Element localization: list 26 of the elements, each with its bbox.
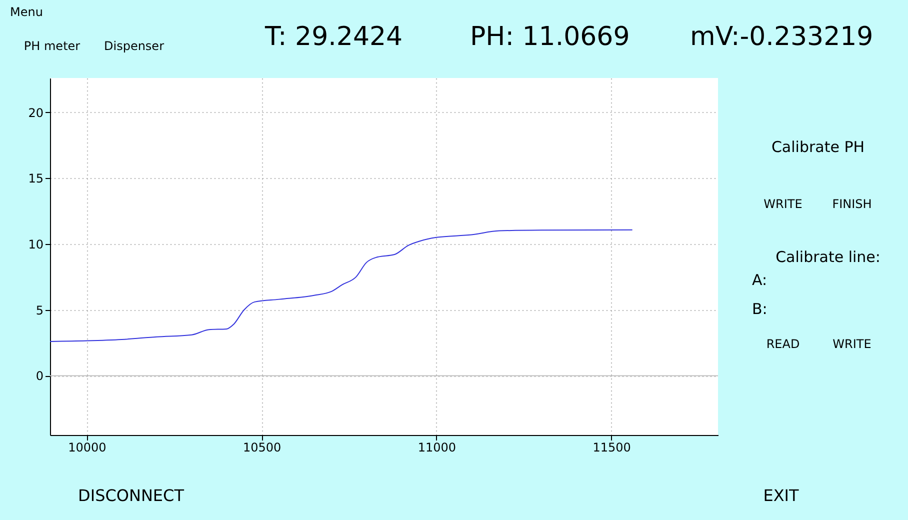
x-tick-label: 10500: [243, 440, 282, 454]
y-tick-label: 15: [28, 172, 44, 186]
text: mV:-0.233219: [690, 22, 874, 52]
text: B:: [752, 300, 768, 318]
text: WRITE: [764, 197, 802, 211]
text: Menu: [10, 5, 43, 19]
line-series: [50, 229, 633, 342]
text: DISCONNECT: [78, 486, 184, 505]
text: Calibrate PH: [771, 138, 865, 156]
x-tick-label: 11000: [418, 440, 456, 454]
x-tick-label: 11500: [592, 440, 631, 454]
y-tick-label: 5: [36, 303, 44, 318]
text: PH: 11.0669: [470, 22, 630, 52]
x-tick-label: 10000: [68, 440, 106, 454]
text: PH meter: [24, 39, 80, 53]
text: A:: [752, 271, 768, 289]
y-tick-label: 10: [28, 237, 44, 252]
text: WRITE: [832, 337, 872, 351]
y-tick-label: 20: [28, 106, 44, 120]
text: READ: [766, 337, 800, 351]
y-tick-label: 0: [36, 369, 44, 384]
text: EXIT: [763, 486, 800, 505]
text: FINISH: [832, 197, 872, 211]
text: Calibrate line:: [776, 248, 880, 266]
text: T: 29.2424: [264, 22, 403, 52]
text: Dispenser: [104, 39, 164, 53]
